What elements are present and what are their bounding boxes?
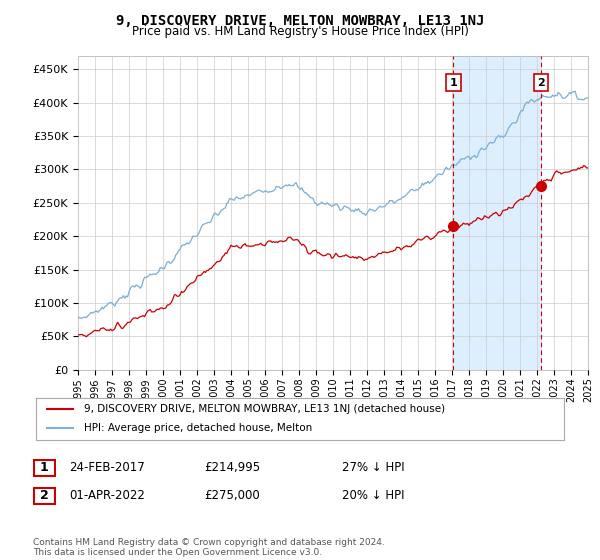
Text: £275,000: £275,000 — [204, 489, 260, 502]
Text: Contains HM Land Registry data © Crown copyright and database right 2024.
This d: Contains HM Land Registry data © Crown c… — [33, 538, 385, 557]
Text: 20% ↓ HPI: 20% ↓ HPI — [342, 489, 404, 502]
Text: 9, DISCOVERY DRIVE, MELTON MOWBRAY, LE13 1NJ: 9, DISCOVERY DRIVE, MELTON MOWBRAY, LE13… — [116, 14, 484, 28]
Text: 1: 1 — [40, 461, 49, 474]
Text: 1: 1 — [449, 78, 457, 88]
Text: £214,995: £214,995 — [204, 461, 260, 474]
Text: HPI: Average price, detached house, Melton: HPI: Average price, detached house, Melt… — [83, 423, 312, 433]
Text: 24-FEB-2017: 24-FEB-2017 — [69, 461, 145, 474]
FancyBboxPatch shape — [34, 488, 55, 503]
Text: 9, DISCOVERY DRIVE, MELTON MOWBRAY, LE13 1NJ (detached house): 9, DISCOVERY DRIVE, MELTON MOWBRAY, LE13… — [83, 404, 445, 414]
Bar — [454, 56, 541, 370]
FancyBboxPatch shape — [34, 460, 55, 475]
Text: Price paid vs. HM Land Registry's House Price Index (HPI): Price paid vs. HM Land Registry's House … — [131, 25, 469, 38]
Text: 2: 2 — [538, 78, 545, 88]
Text: 27% ↓ HPI: 27% ↓ HPI — [342, 461, 404, 474]
Text: 01-APR-2022: 01-APR-2022 — [69, 489, 145, 502]
Text: 2: 2 — [40, 489, 49, 502]
